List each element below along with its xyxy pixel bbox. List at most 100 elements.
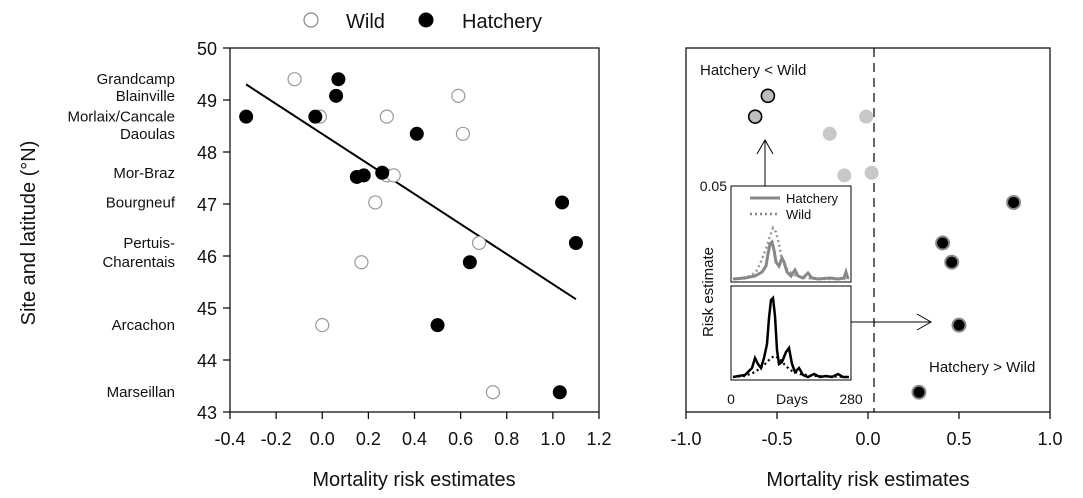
hatchery-point — [568, 236, 583, 250]
wild-point — [455, 126, 471, 141]
difference-point-light-grey — [837, 168, 852, 183]
inset-top-hatchery-curve — [732, 239, 850, 281]
legend-wild-marker — [303, 12, 319, 28]
hatchery-point — [555, 195, 570, 210]
left-x-tick-label: 1.0 — [540, 429, 565, 449]
wild-point — [471, 235, 487, 251]
regression-line — [245, 83, 577, 300]
left-y-tick-label: 47 — [197, 195, 217, 215]
wild-point — [368, 195, 383, 210]
inset-x-axis-title: Days — [776, 391, 808, 407]
hatchery-point — [329, 88, 344, 103]
left-y-axis-title: Site and latitude (°N) — [18, 141, 40, 326]
right-x-tick-label: 1.0 — [1037, 429, 1062, 449]
difference-point-black — [1006, 194, 1022, 210]
left-x-tick-label: 1.2 — [586, 429, 611, 449]
annotation-hatchery-less: Hatchery < Wild — [700, 62, 806, 79]
hatchery-point — [349, 169, 364, 184]
difference-point-black — [935, 235, 951, 251]
difference-point-light-grey — [864, 165, 879, 180]
right-x-tick-label: -0.5 — [761, 429, 792, 449]
site-label: Mor-Braz — [113, 165, 175, 182]
right-x-tick-label: 0.5 — [946, 429, 971, 449]
inset-x-tick-start: 0 — [727, 391, 735, 407]
wild-point — [287, 72, 302, 87]
difference-point-black — [911, 384, 927, 400]
right-x-tick-label: -1.0 — [670, 429, 701, 449]
arrow-up — [756, 138, 774, 187]
wild-point — [379, 109, 394, 124]
site-label: Grandcamp — [97, 71, 175, 88]
left-x-axis-title: Mortality risk estimates — [312, 469, 515, 491]
inset-bottom-frame — [730, 285, 852, 381]
site-label: Charentais — [102, 254, 175, 271]
left-y-tick-label: 50 — [197, 39, 217, 59]
site-label: Blainville — [116, 88, 175, 105]
site-label: Bourgneuf — [106, 194, 176, 211]
inset-top-tick-label: 0.05 — [700, 178, 727, 194]
legend-wild-label: Wild — [346, 11, 385, 33]
difference-point-light-grey — [822, 126, 837, 141]
top-legend: Wild Hatchery — [303, 11, 542, 33]
hatchery-point — [462, 255, 477, 270]
left-y-tick-label: 48 — [197, 143, 217, 163]
wild-point — [451, 88, 466, 103]
left-x-tick-label: 0.6 — [448, 429, 473, 449]
inset-x-tick-end: 280 — [839, 391, 863, 407]
site-label: Marseillan — [107, 384, 175, 401]
difference-point-black — [951, 317, 967, 333]
site-label: Daoulas — [120, 126, 175, 143]
hatchery-point — [239, 109, 254, 124]
site-label: Pertuis- — [123, 235, 175, 252]
left-plot-frame — [229, 47, 600, 413]
left-x-ticks: -0.4 -0.2 0.0 0.2 0.4 0.6 0.8 1.0 1.2 — [214, 412, 612, 449]
difference-point-light-grey — [859, 109, 874, 124]
left-y-tick-label: 44 — [197, 351, 217, 371]
left-x-tick-label: 0.8 — [494, 429, 519, 449]
inset-legend-wild-label: Wild — [786, 207, 811, 222]
site-label: Arcachon — [112, 317, 175, 334]
wild-point — [315, 318, 330, 333]
wild-point — [386, 168, 401, 183]
difference-point-black — [944, 254, 960, 270]
hatchery-point — [552, 385, 567, 400]
left-points — [239, 72, 583, 400]
hatchery-point — [308, 109, 323, 124]
right-x-tick-label: 0.0 — [855, 429, 880, 449]
hatchery-point — [409, 126, 424, 141]
legend-hatchery-marker — [418, 12, 434, 28]
annotation-hatchery-more: Hatchery > Wild — [929, 359, 1035, 376]
left-y-ticks: 43 44 45 46 47 48 49 50 — [197, 39, 230, 423]
left-y-tick-label: 43 — [197, 403, 217, 423]
inset-top-frame — [730, 185, 852, 283]
left-x-tick-label: 0.0 — [310, 429, 335, 449]
difference-point-grey-outlined — [747, 109, 763, 124]
wild-point — [485, 385, 501, 400]
right-points — [747, 88, 1022, 400]
left-panel: Site and latitude (°N) GrandcampBlainvil… — [18, 39, 612, 491]
arrow-right — [851, 313, 933, 331]
right-x-axis-title: Mortality risk estimates — [766, 469, 969, 491]
inset-bottom-hatchery-curve — [732, 295, 849, 379]
inset: 0.05 Risk estimate Hatchery Wild 0 Days … — [700, 178, 863, 407]
left-x-tick-label: -0.2 — [261, 429, 292, 449]
inset-legend-hatchery-label: Hatchery — [786, 191, 839, 206]
hatchery-point — [430, 318, 445, 333]
site-label: Morlaix/Cancale — [67, 109, 175, 126]
inset-y-axis-title: Risk estimate — [700, 247, 717, 337]
right-panel: -1.0 -0.5 0.0 0.5 1.0 Hatchery < Wild Hatche… — [670, 47, 1063, 491]
wild-point — [354, 255, 369, 270]
left-y-tick-label: 45 — [197, 299, 217, 319]
left-x-tick-label: 0.2 — [356, 429, 381, 449]
difference-point-grey-outlined — [760, 88, 776, 104]
legend-hatchery-label: Hatchery — [462, 11, 542, 33]
inset-bottom-wild-curve — [732, 354, 850, 379]
right-x-ticks: -1.0 -0.5 0.0 0.5 1.0 — [670, 412, 1063, 449]
left-x-tick-label: 0.4 — [402, 429, 427, 449]
hatchery-point — [375, 165, 390, 180]
left-y-tick-label: 46 — [197, 247, 217, 267]
left-x-tick-label: -0.4 — [214, 429, 245, 449]
hatchery-point — [331, 72, 346, 87]
